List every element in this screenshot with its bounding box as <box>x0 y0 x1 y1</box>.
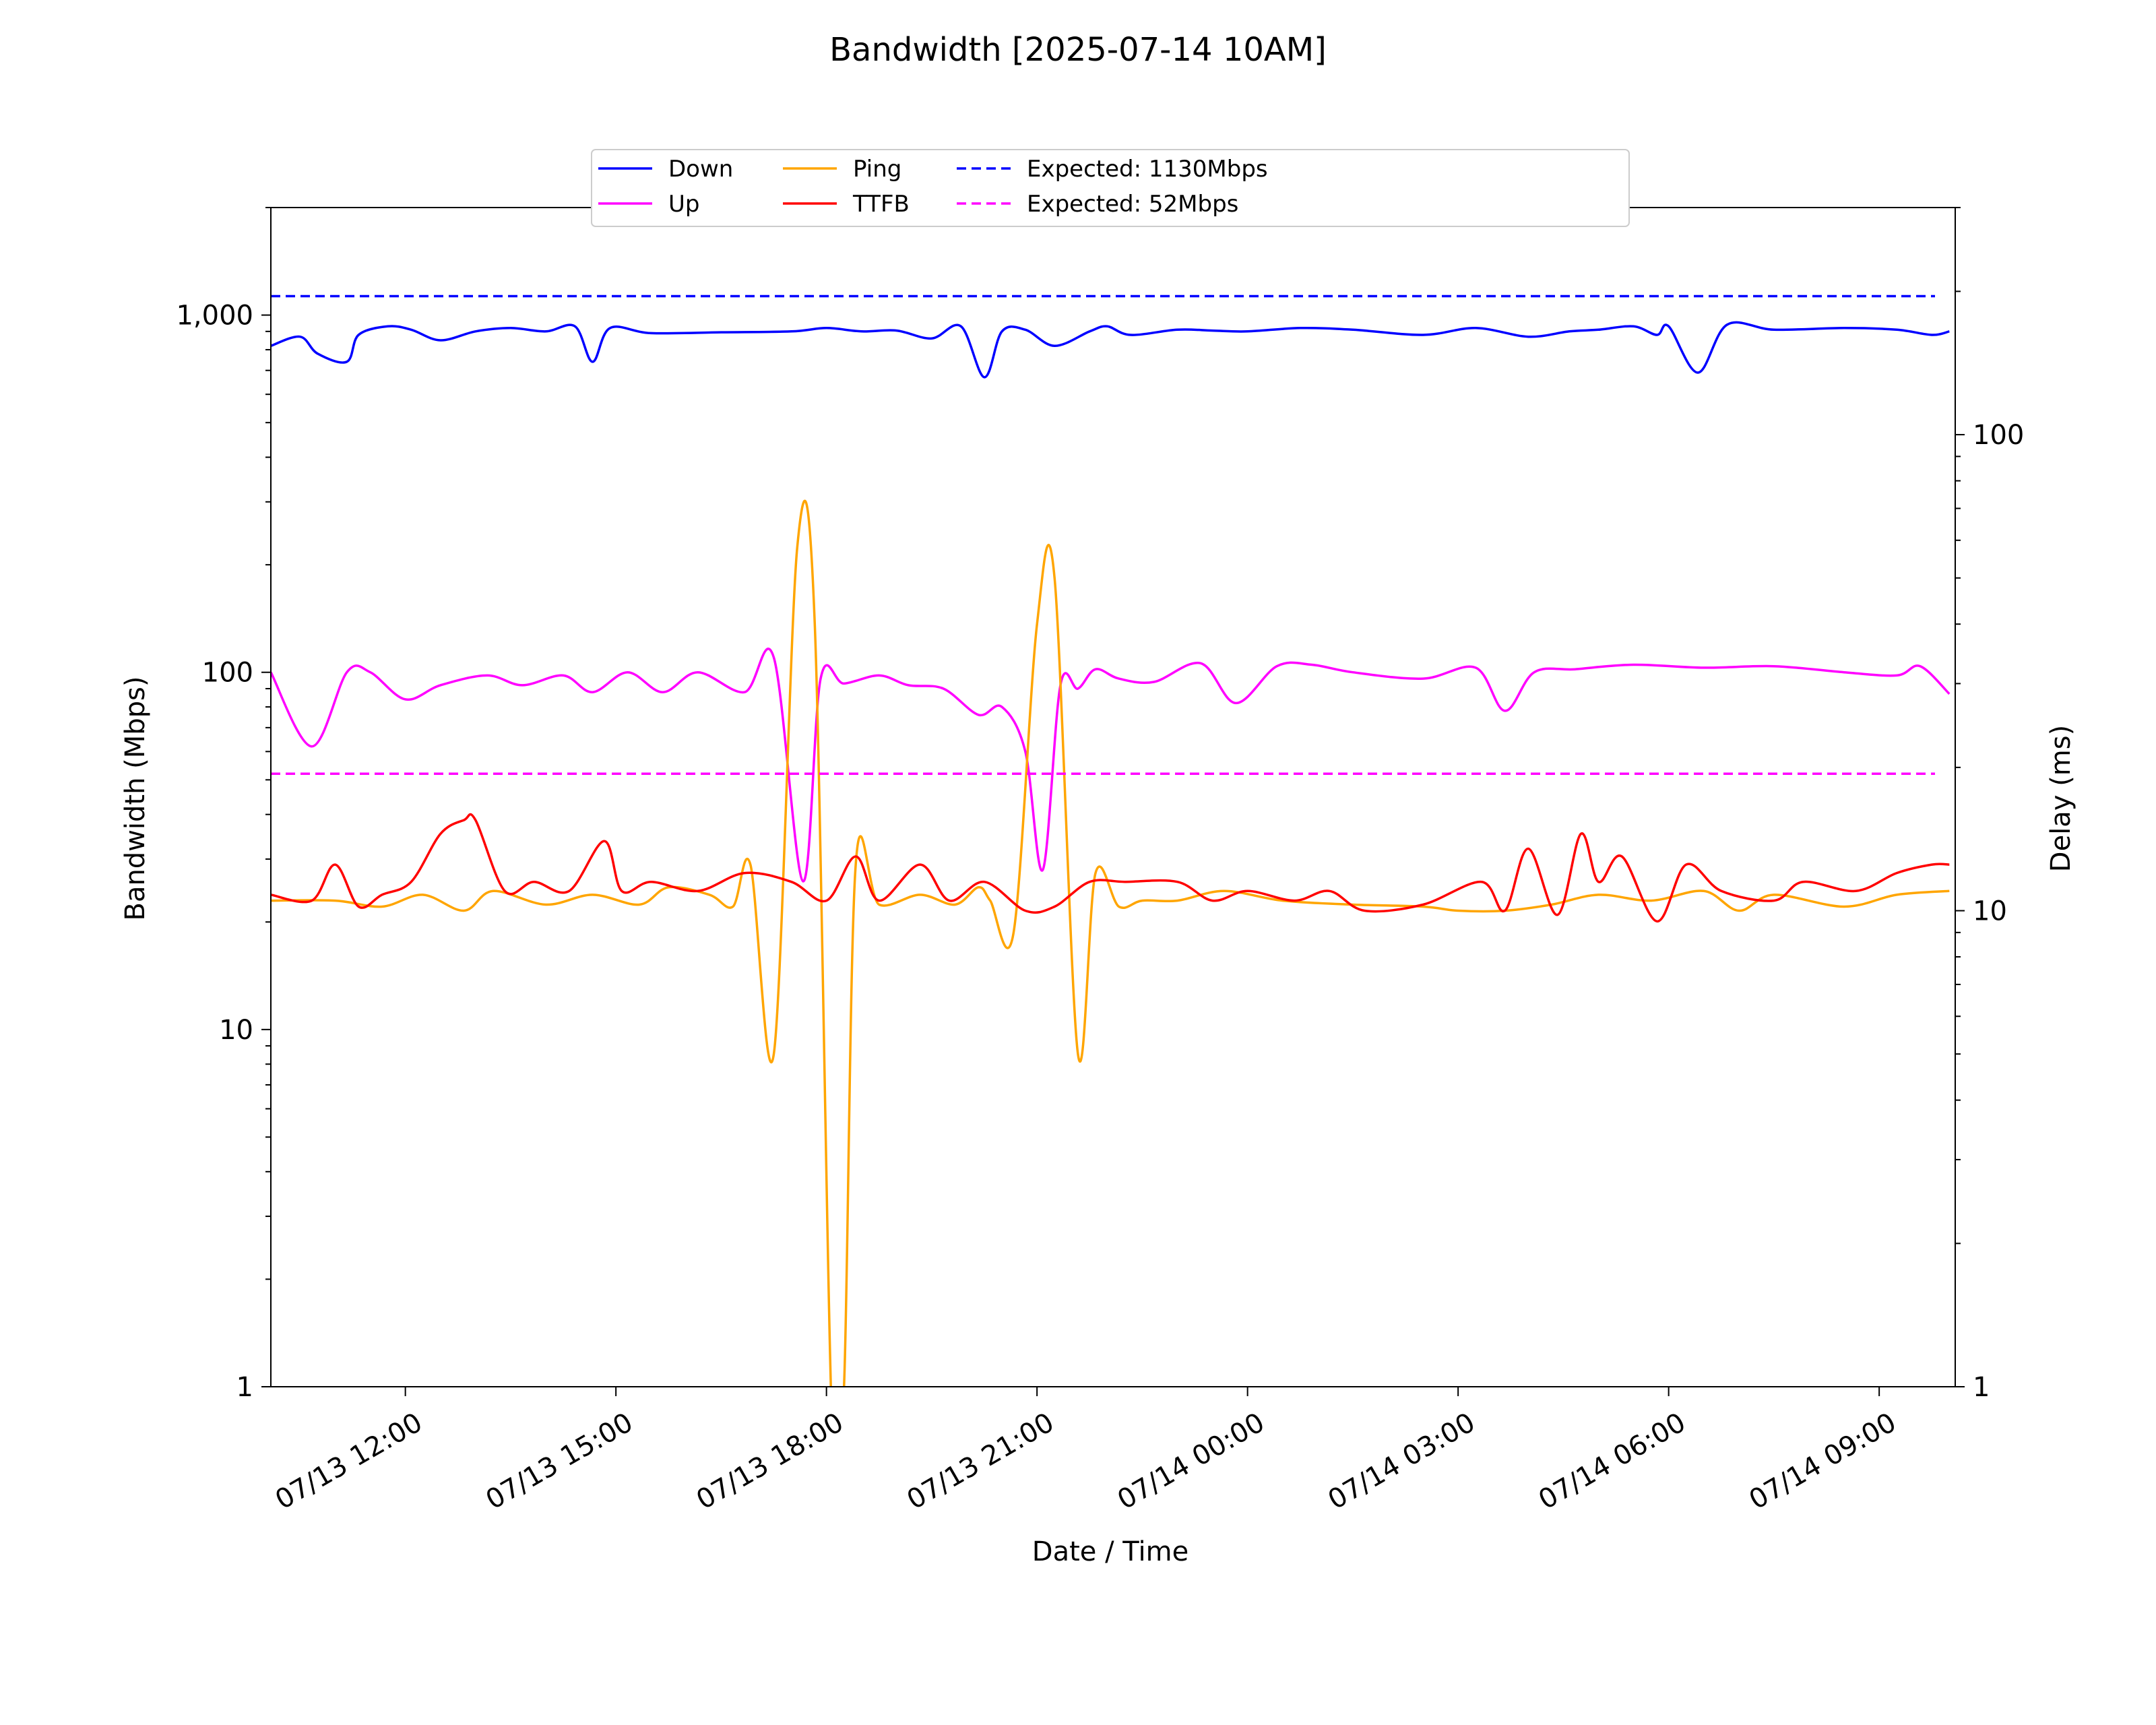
y-tick-label: 1 <box>236 1372 253 1403</box>
series-down-line <box>271 321 1950 379</box>
y-tick-label: 10 <box>219 1015 253 1046</box>
plot-lines <box>271 294 1951 1387</box>
legend: Down Up Ping TTFB Expected: 1130Mbps Expected… <box>591 149 1630 227</box>
x-tick-label: 07/14 06:00 <box>1533 1407 1691 1515</box>
y-axis-left: 1 10 100 1,000 <box>176 207 271 1403</box>
series-ping-line <box>271 499 1950 1387</box>
x-tick-label: 07/14 09:00 <box>1744 1407 1901 1515</box>
x-tick-label: 07/14 00:00 <box>1112 1407 1270 1515</box>
legend-label-expected-1130mbps: Expected: 1130Mbps <box>1027 156 1268 183</box>
legend-label-ttfb: TTFB <box>852 191 910 218</box>
x-tick-label: 07/14 03:00 <box>1323 1407 1480 1515</box>
series-up-line <box>271 648 1951 883</box>
x-tick-label: 07/13 21:00 <box>901 1407 1059 1515</box>
plot-frame <box>270 207 1956 1387</box>
x-tick-label: 07/13 18:00 <box>691 1407 849 1515</box>
y-axis-label: Bandwidth (Mbps) <box>120 676 151 920</box>
legend-label-expected-52mbps: Expected: 52Mbps <box>1027 191 1238 218</box>
legend-label-down: Down <box>668 156 733 183</box>
y-tick-label: 1,000 <box>176 301 253 332</box>
y2-tick-label: 100 <box>1973 420 2024 451</box>
y2-axis-label: Delay (ms) <box>2046 725 2076 872</box>
x-tick-label: 07/13 12:00 <box>270 1407 428 1515</box>
legend-label-ping: Ping <box>853 156 901 183</box>
y-axis-right: 1 10 100 <box>1955 207 2024 1403</box>
x-axis-label: Date / Time <box>1032 1536 1188 1567</box>
y-tick-label: 100 <box>202 658 253 689</box>
series-ttfb-line <box>271 813 1950 923</box>
legend-label-up: Up <box>668 191 699 218</box>
y2-tick-label: 10 <box>1973 896 2007 927</box>
chart-title: Bandwidth [2025-07-14 10AM] <box>829 31 1327 69</box>
x-axis: 07/13 12:00 07/13 15:00 07/13 18:00 07/13 2… <box>270 1387 1901 1515</box>
y2-tick-label: 1 <box>1973 1372 1990 1403</box>
x-tick-label: 07/13 15:00 <box>480 1407 638 1515</box>
legend-box <box>591 149 1630 227</box>
